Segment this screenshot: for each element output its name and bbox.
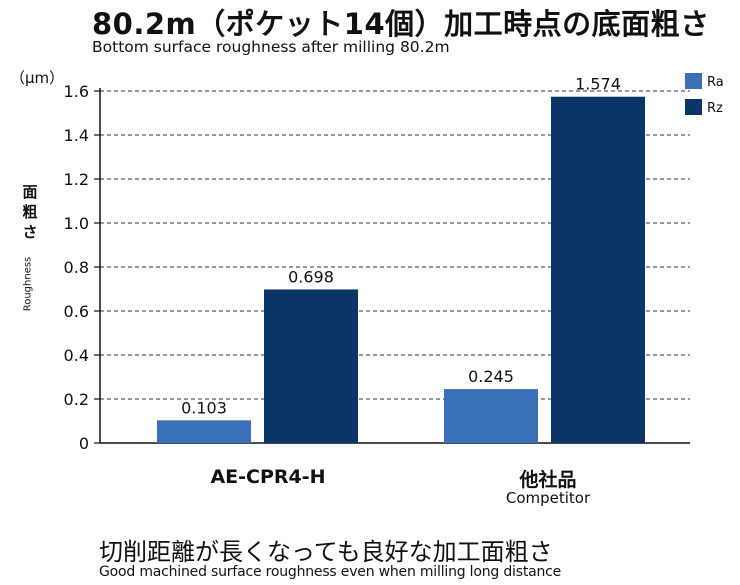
- data-label: 1.574: [575, 75, 621, 94]
- y-axis-label-jp: 面粗さ: [22, 183, 38, 241]
- bar-ra: [157, 420, 251, 443]
- bar-ra: [444, 389, 538, 443]
- bar-rz: [551, 96, 645, 443]
- legend-label-rz: Rz: [707, 101, 723, 116]
- y-tick-label: 0.2: [64, 390, 89, 409]
- legend-swatch-rz: [685, 99, 702, 115]
- bar-rz: [264, 289, 358, 443]
- y-tick-label: 0.8: [64, 258, 89, 277]
- legend-label-ra: Ra: [707, 75, 724, 90]
- data-label: 0.245: [468, 367, 514, 386]
- legend-swatch-ra: [685, 73, 702, 89]
- y-tick-label: 0.6: [64, 302, 89, 321]
- y-tick-label: 0.4: [64, 346, 89, 365]
- data-label: 0.698: [288, 267, 334, 286]
- y-tick-label: 1.2: [64, 170, 89, 189]
- x-category-label-ae-cpr4-h: AE-CPR4-H: [210, 466, 326, 488]
- y-axis-unit: （μm）: [10, 69, 65, 87]
- footer-caption-jp: 切削距離が長くなっても良好な加工面粗さ: [99, 538, 553, 566]
- chart-title-jp: 80.2m（ポケット14個）加工時点の底面粗さ: [92, 7, 710, 41]
- x-category-label-competitor-jp: 他社品: [519, 469, 577, 491]
- footer-caption-en: Good machined surface roughness even whe…: [99, 564, 562, 580]
- data-label: 0.103: [181, 398, 227, 417]
- y-tick-label: 0: [79, 434, 89, 453]
- y-tick-label: 1.4: [64, 126, 89, 145]
- chart-title-en: Bottom surface roughness after milling 8…: [92, 38, 450, 56]
- y-tick-label: 1.6: [64, 82, 89, 101]
- x-category-label-competitor-en: Competitor: [505, 489, 591, 507]
- y-tick-label: 1.0: [64, 214, 89, 233]
